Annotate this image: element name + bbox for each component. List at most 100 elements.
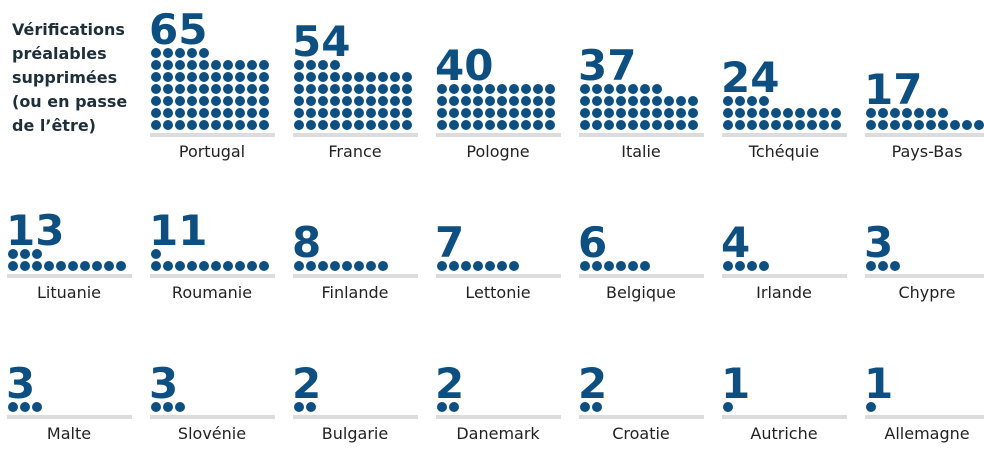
- dot: [366, 120, 376, 130]
- dot: [795, 120, 805, 130]
- dot: [80, 261, 90, 271]
- dot: [461, 120, 471, 130]
- dot: [366, 72, 376, 82]
- dot: [187, 60, 197, 70]
- dot: [151, 72, 161, 82]
- dot: [437, 96, 447, 106]
- dot: [211, 108, 221, 118]
- dot: [831, 120, 841, 130]
- dot: [473, 96, 483, 106]
- dot: [604, 96, 614, 106]
- dot: [235, 96, 245, 106]
- value-label: 40: [435, 41, 493, 90]
- dot: [354, 120, 364, 130]
- dot: [783, 120, 793, 130]
- dot: [866, 108, 876, 118]
- dot-group: [294, 60, 412, 130]
- dot: [44, 261, 54, 271]
- category-label: Allemagne: [884, 424, 969, 443]
- dot: [545, 84, 555, 94]
- dot: [306, 108, 316, 118]
- dot-group: [866, 108, 984, 130]
- category-label: Slovénie: [178, 424, 246, 443]
- value-label: 3: [149, 359, 178, 408]
- dot: [509, 120, 519, 130]
- dot: [151, 96, 161, 106]
- value-label: 3: [864, 218, 893, 267]
- dot: [485, 108, 495, 118]
- dot: [235, 261, 245, 271]
- dot: [199, 48, 209, 58]
- dot: [580, 96, 590, 106]
- value-label: 17: [864, 65, 922, 114]
- dot: [199, 108, 209, 118]
- dot: [497, 84, 507, 94]
- dot: [151, 402, 161, 412]
- category-label: Lettonie: [465, 283, 530, 302]
- dot: [664, 108, 674, 118]
- value-label: 54: [292, 17, 350, 66]
- dot: [306, 402, 316, 412]
- dot-group: [866, 402, 876, 412]
- dot: [199, 60, 209, 70]
- value-label: 65: [149, 5, 207, 54]
- dot: [8, 261, 18, 271]
- dot: [318, 72, 328, 82]
- dot: [580, 120, 590, 130]
- dot: [390, 120, 400, 130]
- dot: [104, 261, 114, 271]
- dot: [902, 108, 912, 118]
- dot: [402, 84, 412, 94]
- dot: [294, 108, 304, 118]
- dot: [747, 120, 757, 130]
- dot: [592, 108, 602, 118]
- category-label: Croatie: [612, 424, 670, 443]
- dot: [437, 84, 447, 94]
- category-label: Pays-Bas: [892, 142, 963, 161]
- dot: [318, 60, 328, 70]
- dot: [259, 261, 269, 271]
- dot: [175, 84, 185, 94]
- dot: [318, 261, 328, 271]
- dot-group: [294, 261, 388, 271]
- dot: [592, 261, 602, 271]
- dot: [890, 120, 900, 130]
- dot: [807, 120, 817, 130]
- dot: [616, 261, 626, 271]
- value-label: 24: [721, 53, 779, 102]
- dot: [485, 96, 495, 106]
- dot: [723, 261, 733, 271]
- category-label: Malte: [47, 424, 91, 443]
- dot: [235, 60, 245, 70]
- dot: [187, 72, 197, 82]
- dot: [449, 120, 459, 130]
- category-label: Lituanie: [37, 283, 101, 302]
- dot: [187, 108, 197, 118]
- dot: [449, 261, 459, 271]
- dot: [318, 84, 328, 94]
- dot: [342, 261, 352, 271]
- dot: [735, 108, 745, 118]
- dot: [259, 108, 269, 118]
- category-label: Autriche: [750, 424, 817, 443]
- dot: [914, 108, 924, 118]
- dot: [402, 120, 412, 130]
- value-label: 3: [6, 359, 35, 408]
- dot-group: [294, 402, 316, 412]
- dot: [306, 60, 316, 70]
- dot: [723, 108, 733, 118]
- dot: [32, 261, 42, 271]
- dot: [509, 261, 519, 271]
- dot: [235, 120, 245, 130]
- dot: [378, 108, 388, 118]
- dot: [449, 96, 459, 106]
- dot: [783, 108, 793, 118]
- dot: [771, 120, 781, 130]
- dot: [187, 261, 197, 271]
- dot: [378, 72, 388, 82]
- dot: [235, 108, 245, 118]
- dot: [604, 108, 614, 118]
- dot: [878, 108, 888, 118]
- value-label: 6: [578, 218, 607, 267]
- dot: [330, 72, 340, 82]
